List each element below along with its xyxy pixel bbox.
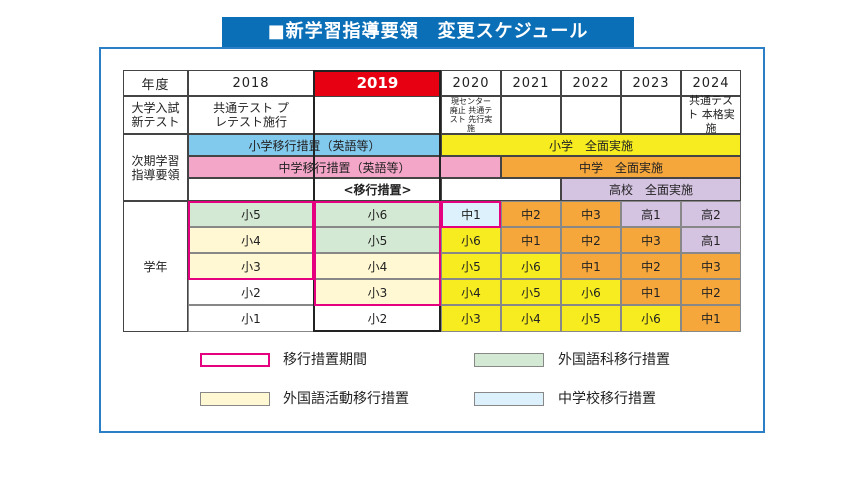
grade-cell: 小6 bbox=[561, 279, 621, 305]
legend-foreign-activity: 外国語活動移行措置 bbox=[283, 391, 409, 407]
exam-2019 bbox=[314, 96, 441, 134]
grade-cell: 小5 bbox=[441, 253, 501, 279]
legend-swatch-foreign-subject bbox=[474, 353, 544, 367]
grade-cell: 中3 bbox=[621, 227, 681, 253]
grade-cell: 中1 bbox=[441, 201, 501, 227]
grade-cell: 小6 bbox=[441, 227, 501, 253]
grade-cell: 小6 bbox=[621, 305, 681, 332]
grade-cell: 小4 bbox=[314, 253, 441, 279]
grade-cell: 中1 bbox=[621, 279, 681, 305]
grade-cell: 高2 bbox=[681, 201, 741, 227]
schedule-frame bbox=[99, 47, 765, 433]
grade-cell: 小3 bbox=[441, 305, 501, 332]
grade-cell: 高1 bbox=[621, 201, 681, 227]
grade-label: 学年 bbox=[123, 201, 188, 332]
year-2024: 2024 bbox=[681, 70, 741, 96]
legend-junior-transition: 中学校移行措置 bbox=[558, 391, 656, 407]
grade-cell: 中1 bbox=[681, 305, 741, 332]
grade-cell: 中2 bbox=[681, 279, 741, 305]
grade-cell: 中3 bbox=[561, 201, 621, 227]
transition-label: <移行措置> bbox=[314, 178, 441, 201]
grade-cell: 中1 bbox=[501, 227, 561, 253]
page-title: ■新学習指導要領 変更スケジュール bbox=[222, 17, 634, 47]
guideline-blank-2020 bbox=[441, 178, 561, 201]
grade-cell: 小6 bbox=[501, 253, 561, 279]
exam-2023 bbox=[621, 96, 681, 134]
grade-cell: 小5 bbox=[188, 201, 314, 227]
grade-cell: 中2 bbox=[561, 227, 621, 253]
exam-2021 bbox=[501, 96, 561, 134]
header-label: 年度 bbox=[123, 70, 188, 96]
guideline-blank-2018 bbox=[188, 178, 314, 201]
grade-cell: 小1 bbox=[188, 305, 314, 332]
year-2021: 2021 bbox=[501, 70, 561, 96]
grade-cell: 小3 bbox=[314, 279, 441, 305]
guideline-row-label: 次期学習 指導要領 bbox=[123, 134, 188, 201]
grade-cell: 中1 bbox=[561, 253, 621, 279]
grade-cell: 小6 bbox=[314, 201, 441, 227]
year-2022: 2022 bbox=[561, 70, 621, 96]
elementary-transition-bar: 小学移行措置（英語等） bbox=[188, 134, 441, 156]
grade-cell: 中2 bbox=[621, 253, 681, 279]
year-2019: 2019 bbox=[314, 70, 441, 96]
junior-full-bar: 中学 全面実施 bbox=[501, 156, 741, 178]
grade-cell: 小5 bbox=[561, 305, 621, 332]
grade-cell: 小2 bbox=[314, 305, 441, 332]
exam-2020: 現センター廃止 共通テスト 先行実施 bbox=[441, 96, 501, 134]
legend-swatch-junior-transition bbox=[474, 392, 544, 406]
grade-cell: 中2 bbox=[501, 201, 561, 227]
grade-cell: 小5 bbox=[501, 279, 561, 305]
year-2023: 2023 bbox=[621, 70, 681, 96]
junior-transition-bar: 中学移行措置（英語等） bbox=[188, 156, 501, 178]
grade-cell: 小5 bbox=[314, 227, 441, 253]
grade-cell: 中3 bbox=[681, 253, 741, 279]
year-2020: 2020 bbox=[441, 70, 501, 96]
grade-cell: 小4 bbox=[441, 279, 501, 305]
exam-2018: 共通テスト プレテスト施行 bbox=[188, 96, 314, 134]
elementary-full-bar: 小学 全面実施 bbox=[441, 134, 741, 156]
grade-cell: 小4 bbox=[501, 305, 561, 332]
legend-transition-period: 移行措置期間 bbox=[283, 352, 367, 368]
grade-cell: 小2 bbox=[188, 279, 314, 305]
exam-2022 bbox=[561, 96, 621, 134]
high-full-bar: 高校 全面実施 bbox=[561, 178, 741, 201]
year-2018: 2018 bbox=[188, 70, 314, 96]
grade-cell: 小4 bbox=[188, 227, 314, 253]
exam-2024: 共通テスト 本格実施 bbox=[681, 94, 741, 135]
grade-cell: 小3 bbox=[188, 253, 314, 279]
legend-swatch-foreign-activity bbox=[200, 392, 270, 406]
grade-cell: 高1 bbox=[681, 227, 741, 253]
exam-row-label: 大学入試 新テスト bbox=[123, 96, 188, 134]
legend-foreign-subject: 外国語科移行措置 bbox=[558, 352, 670, 368]
legend-swatch-transition-period bbox=[200, 353, 270, 367]
